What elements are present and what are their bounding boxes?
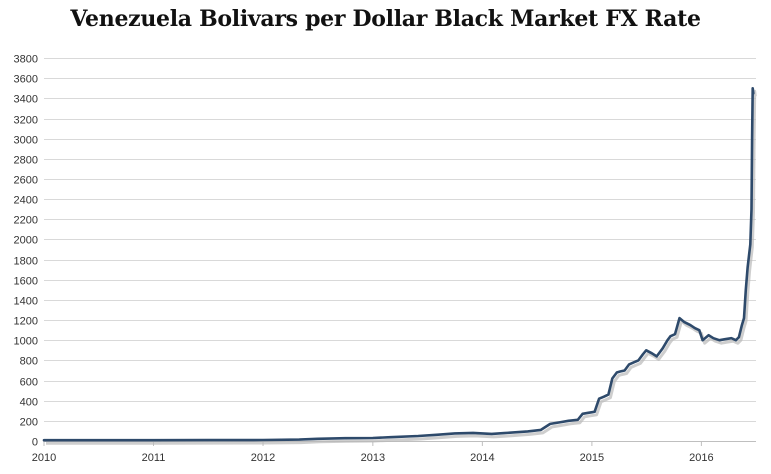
series-shadow-0 (46, 89, 757, 445)
x-tick-label-2014: 2014 (470, 452, 494, 464)
y-tick-label-3400: 3400 (14, 94, 38, 106)
x-tick-label-2010: 2010 (32, 452, 56, 464)
x-tick-label-2013: 2013 (361, 452, 385, 464)
series-layer (42, 87, 757, 445)
y-tick-label-1400: 1400 (14, 296, 38, 308)
y-tick-label-200: 200 (20, 417, 38, 429)
y-tick-label-2000: 2000 (14, 235, 38, 247)
x-tick-label-2012: 2012 (251, 452, 275, 464)
axes: 0 200 400 600 800 1000 1200 1400 1600 1800 2000 220… (14, 54, 756, 464)
y-tick-label-2800: 2800 (14, 155, 38, 167)
y-tick-label-3000: 3000 (14, 135, 38, 147)
y-tick-label-3800: 3800 (14, 54, 38, 66)
y-tick-label-2200: 2200 (14, 215, 38, 227)
y-tick-label-1200: 1200 (14, 316, 38, 328)
y-tick-label-1000: 1000 (14, 336, 38, 348)
y-tick-label-800: 800 (20, 356, 38, 368)
y-tick-label-3200: 3200 (14, 115, 38, 127)
x-tick-label-2016: 2016 (689, 452, 713, 464)
y-tick-label-600: 600 (20, 377, 38, 389)
y-tick-label-2400: 2400 (14, 195, 38, 207)
x-tick-label-2015: 2015 (580, 452, 604, 464)
y-tick-label-0: 0 (32, 437, 38, 449)
y-tick-label-3600: 3600 (14, 74, 38, 86)
y-tick-label-1800: 1800 (14, 256, 38, 268)
gridlines (44, 58, 756, 422)
series-line-0 (42, 87, 755, 442)
y-tick-label-400: 400 (20, 397, 38, 409)
x-tick-label-2011: 2011 (142, 452, 166, 464)
y-tick-label-2600: 2600 (14, 175, 38, 187)
chart-title: Venezuela Bolivars per Dollar Black Mark… (70, 6, 701, 32)
y-tick-label-1600: 1600 (14, 276, 38, 288)
